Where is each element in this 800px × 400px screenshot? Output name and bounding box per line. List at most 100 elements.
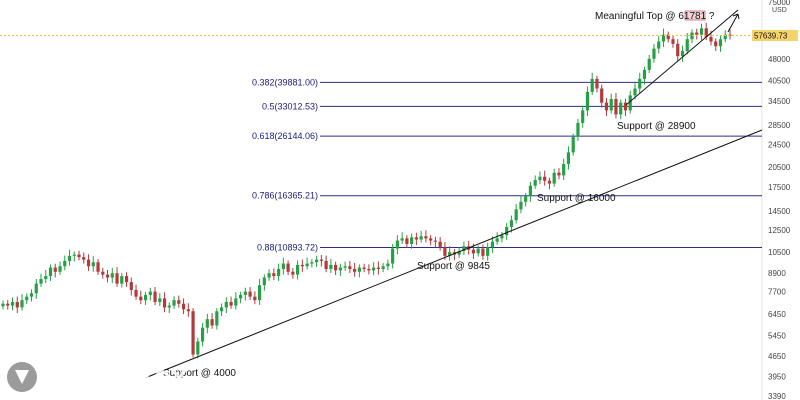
candle-body xyxy=(77,254,81,258)
price-tick-label: 75000 xyxy=(768,0,791,7)
candle-body xyxy=(53,267,57,272)
candle-body xyxy=(462,246,466,251)
candle-body xyxy=(628,95,632,111)
candle-body xyxy=(281,263,285,269)
candle-body xyxy=(533,180,537,186)
candle-body xyxy=(186,309,190,312)
candle-body xyxy=(524,196,528,202)
annotation-support-4000: Support @ 4000 xyxy=(163,368,236,379)
candle-body xyxy=(319,259,323,261)
price-axis-ticks: 7500058000480004050034500285002450020500… xyxy=(768,0,791,400)
candle-body xyxy=(699,28,704,35)
candle-body xyxy=(405,238,409,244)
price-tick-label: 28500 xyxy=(768,121,791,130)
candle-body xyxy=(633,88,637,96)
candle-body xyxy=(58,266,62,272)
candle-body xyxy=(148,291,152,295)
candle-body xyxy=(657,41,661,49)
candle-body xyxy=(666,34,670,40)
candle-body xyxy=(562,163,566,176)
candle-body xyxy=(353,268,357,272)
candle-body xyxy=(20,300,24,308)
fib-level-label: 0.382(39881.00) xyxy=(252,77,318,87)
candle-body xyxy=(196,341,200,355)
candle-body xyxy=(481,248,485,256)
candle-body xyxy=(519,201,523,210)
current-price-value: 57639.73 xyxy=(754,31,788,40)
candle-body xyxy=(139,296,143,301)
candle-body xyxy=(267,273,271,278)
candle-body xyxy=(381,266,385,269)
annotation-meaningful-top: Meaningful Top @ 61781 ? xyxy=(595,11,715,22)
candle-body xyxy=(315,259,319,263)
candle-body xyxy=(448,252,452,256)
price-tick-label: 5450 xyxy=(768,332,786,341)
price-axis-unit: USD xyxy=(772,7,787,14)
candle-body xyxy=(181,303,186,310)
candle-body xyxy=(143,294,148,301)
candle-body xyxy=(419,236,423,240)
candle-body xyxy=(29,293,34,297)
price-tick-label: 6450 xyxy=(768,310,786,319)
candle-body xyxy=(34,283,38,294)
candle-body xyxy=(63,260,67,267)
candle-body xyxy=(367,268,371,271)
candle-body xyxy=(296,264,300,275)
annotation-support-9845: Support @ 9845 xyxy=(417,261,490,272)
candle-body xyxy=(215,311,219,326)
price-tick-label: 3390 xyxy=(768,392,786,400)
candle-body xyxy=(500,235,504,239)
candle-body xyxy=(224,301,228,308)
candle-body xyxy=(276,268,281,277)
candle-body xyxy=(671,39,675,44)
candle-body xyxy=(429,238,433,241)
price-tick-label: 24500 xyxy=(768,140,791,149)
candle-body xyxy=(685,39,689,52)
candle-body xyxy=(410,237,414,244)
candle-body xyxy=(348,266,352,269)
candle-body xyxy=(25,296,29,301)
logo-mark xyxy=(15,370,29,384)
candle-body xyxy=(547,180,552,184)
candle-body xyxy=(709,36,713,42)
candle-body xyxy=(72,254,76,256)
candle-body xyxy=(238,294,243,299)
watermark-brand: instaforex xyxy=(44,360,188,393)
candle-body xyxy=(647,58,651,70)
candle-body xyxy=(623,102,628,111)
candle-body xyxy=(557,172,561,176)
candle-body xyxy=(158,298,162,302)
candle-body xyxy=(262,277,266,286)
candle-body xyxy=(253,296,257,301)
candle-body xyxy=(391,248,395,264)
candle-body xyxy=(257,285,262,301)
candle-body xyxy=(120,276,124,284)
top-marker-box xyxy=(684,10,706,21)
candle-body xyxy=(134,289,138,297)
price-tick-label: 7700 xyxy=(768,288,786,297)
candle-body xyxy=(101,271,105,275)
candle-body xyxy=(44,276,48,280)
candle-body xyxy=(581,110,585,123)
candle-body xyxy=(619,102,623,115)
candle-body xyxy=(590,78,594,92)
candle-body xyxy=(424,236,428,239)
candle-body xyxy=(310,262,314,264)
candle-body xyxy=(219,307,224,312)
candle-body xyxy=(509,220,514,227)
candle-body xyxy=(234,298,238,306)
short-term-support-trendline xyxy=(625,9,739,106)
candle-body xyxy=(642,69,647,79)
candle-body xyxy=(229,301,233,306)
candle-body xyxy=(124,276,129,283)
candle-body xyxy=(243,291,247,295)
candle-body xyxy=(676,43,680,57)
candle-body xyxy=(604,102,609,111)
candle-body xyxy=(495,238,499,242)
price-tick-label: 4650 xyxy=(768,352,786,361)
candle-body xyxy=(67,255,72,261)
candle-body xyxy=(609,98,613,111)
candle-body xyxy=(372,267,376,271)
